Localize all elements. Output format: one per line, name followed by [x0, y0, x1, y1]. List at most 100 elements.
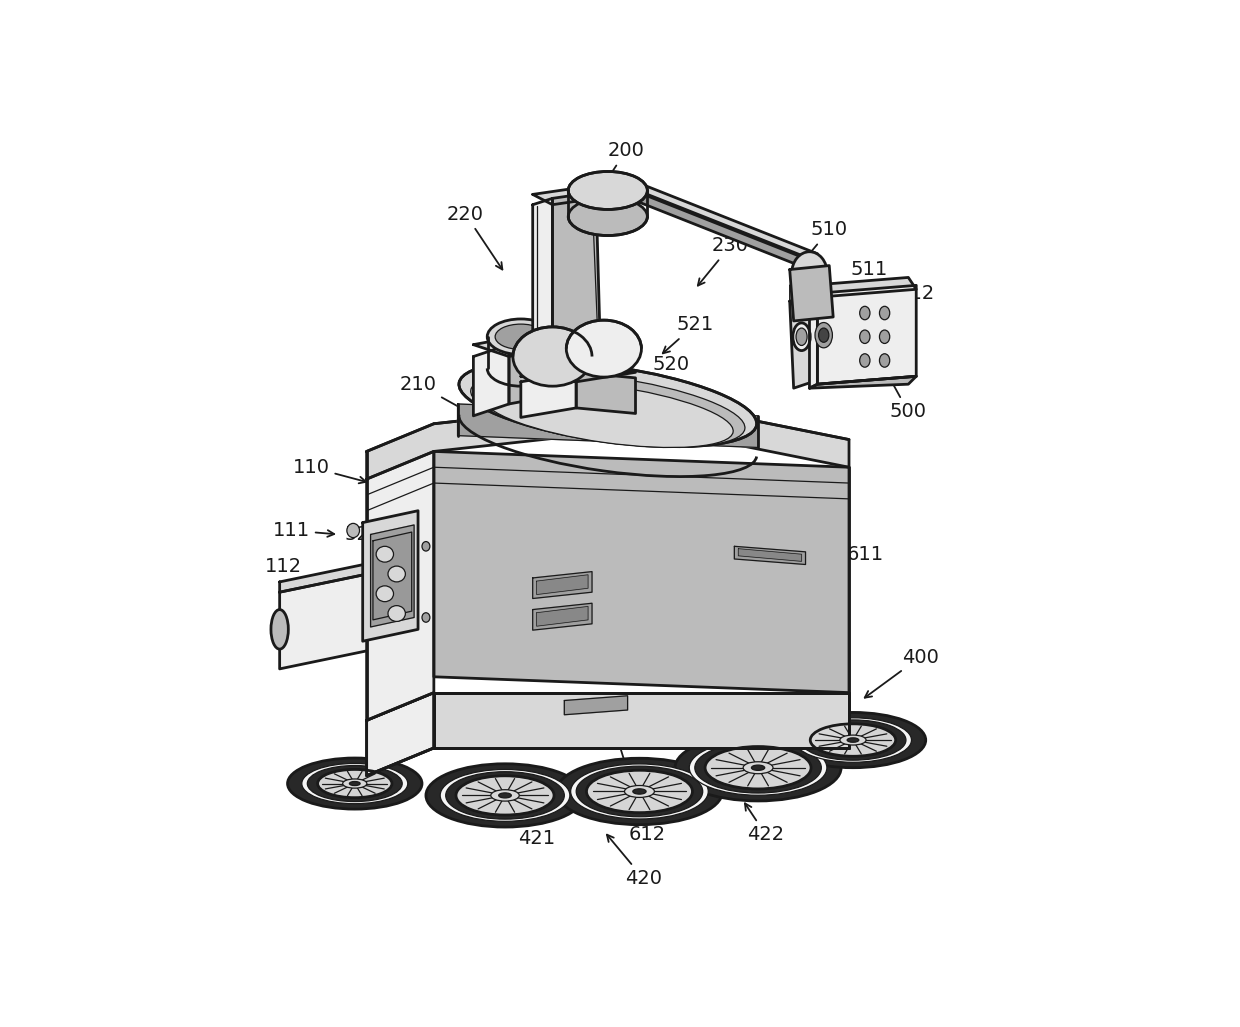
Polygon shape	[640, 185, 817, 262]
Polygon shape	[790, 296, 817, 388]
Text: 511: 511	[832, 260, 888, 306]
Polygon shape	[373, 532, 412, 620]
Polygon shape	[371, 525, 414, 626]
Ellipse shape	[743, 762, 773, 773]
Text: 420: 420	[606, 835, 662, 888]
Text: 612: 612	[613, 725, 666, 844]
Ellipse shape	[815, 322, 832, 348]
Text: 230: 230	[698, 236, 749, 286]
Polygon shape	[280, 569, 394, 669]
Polygon shape	[810, 376, 916, 388]
Polygon shape	[553, 192, 600, 339]
Polygon shape	[537, 606, 588, 626]
Ellipse shape	[445, 771, 564, 820]
Ellipse shape	[818, 328, 828, 342]
Ellipse shape	[388, 566, 405, 582]
Polygon shape	[564, 695, 627, 715]
Ellipse shape	[568, 197, 647, 235]
Ellipse shape	[347, 524, 360, 537]
Ellipse shape	[513, 327, 591, 386]
Polygon shape	[790, 266, 833, 320]
Ellipse shape	[288, 758, 422, 809]
Ellipse shape	[487, 319, 554, 354]
Text: 610: 610	[573, 568, 662, 587]
Ellipse shape	[570, 764, 708, 819]
Ellipse shape	[706, 747, 811, 789]
Polygon shape	[474, 345, 508, 416]
Polygon shape	[533, 188, 596, 204]
Ellipse shape	[376, 546, 393, 562]
Text: 510: 510	[792, 221, 848, 274]
Ellipse shape	[577, 766, 703, 816]
Ellipse shape	[317, 769, 392, 798]
Ellipse shape	[427, 764, 584, 827]
Ellipse shape	[751, 765, 765, 770]
Ellipse shape	[859, 306, 870, 319]
Text: 112: 112	[265, 557, 305, 613]
Ellipse shape	[847, 737, 859, 743]
Ellipse shape	[471, 372, 745, 447]
Polygon shape	[362, 510, 418, 641]
Polygon shape	[434, 692, 849, 748]
Polygon shape	[810, 277, 916, 297]
Ellipse shape	[482, 381, 733, 448]
Polygon shape	[521, 373, 577, 417]
Ellipse shape	[689, 740, 827, 795]
Polygon shape	[367, 692, 434, 775]
Ellipse shape	[780, 713, 926, 768]
Ellipse shape	[495, 325, 547, 349]
Ellipse shape	[498, 793, 511, 798]
Text: 421: 421	[518, 804, 556, 848]
Ellipse shape	[810, 724, 895, 756]
Polygon shape	[533, 603, 591, 631]
Polygon shape	[521, 367, 635, 382]
Ellipse shape	[587, 770, 692, 812]
Text: 400: 400	[864, 647, 939, 697]
Text: 611: 611	[810, 544, 883, 564]
Text: 521: 521	[663, 315, 713, 353]
Ellipse shape	[308, 765, 402, 802]
Text: 110: 110	[293, 458, 366, 484]
Polygon shape	[458, 404, 758, 448]
Ellipse shape	[800, 720, 906, 760]
Ellipse shape	[422, 613, 430, 622]
Ellipse shape	[459, 362, 756, 447]
Text: 111: 111	[273, 521, 334, 540]
Polygon shape	[533, 198, 553, 343]
Text: 200: 200	[587, 142, 645, 211]
Polygon shape	[537, 575, 588, 595]
Polygon shape	[640, 193, 817, 271]
Polygon shape	[367, 692, 434, 775]
Ellipse shape	[272, 610, 289, 649]
Ellipse shape	[632, 789, 646, 794]
Ellipse shape	[791, 252, 827, 295]
Polygon shape	[533, 572, 591, 599]
Polygon shape	[734, 546, 806, 565]
Ellipse shape	[388, 606, 405, 621]
Ellipse shape	[491, 790, 520, 801]
Polygon shape	[508, 333, 572, 404]
Ellipse shape	[859, 330, 870, 343]
Polygon shape	[577, 373, 635, 414]
Ellipse shape	[795, 718, 911, 762]
Polygon shape	[810, 294, 817, 388]
Ellipse shape	[342, 778, 367, 788]
Ellipse shape	[879, 306, 890, 319]
Polygon shape	[280, 559, 394, 593]
Polygon shape	[434, 452, 849, 692]
Polygon shape	[790, 279, 813, 301]
Polygon shape	[434, 692, 849, 748]
Ellipse shape	[350, 782, 360, 786]
Ellipse shape	[879, 353, 890, 368]
Polygon shape	[474, 333, 572, 356]
Text: 210: 210	[399, 375, 485, 421]
Text: 422: 422	[745, 803, 785, 844]
Ellipse shape	[567, 320, 641, 377]
Ellipse shape	[859, 353, 870, 368]
Ellipse shape	[422, 541, 430, 551]
Text: 520: 520	[640, 355, 689, 379]
Text: 500: 500	[867, 337, 926, 421]
Ellipse shape	[376, 585, 393, 602]
Ellipse shape	[694, 743, 821, 793]
Polygon shape	[367, 400, 849, 479]
